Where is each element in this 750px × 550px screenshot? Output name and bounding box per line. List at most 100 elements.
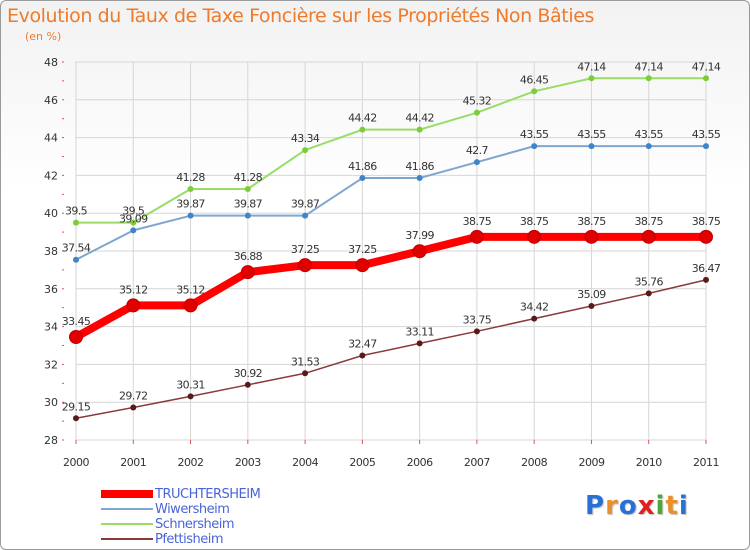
data-point [699,229,713,244]
data-point [73,256,79,263]
data-label: 38.75 [577,215,606,228]
data-point [473,328,480,335]
x-tick-label: 2003 [235,456,261,469]
data-label: 43.55 [577,128,606,141]
data-point [473,159,480,166]
data-point [641,229,656,244]
x-tick-label: 2006 [407,456,433,469]
data-point [703,75,709,82]
logo-letter: o [618,491,638,521]
x-tick-label: 2007 [464,456,490,469]
legend-label: Wiwersheim [155,502,230,517]
data-label: 44.42 [348,112,377,125]
x-tick-label: 2009 [578,456,604,469]
data-label: 35.12 [176,283,205,296]
data-point [588,302,595,309]
logo-letter: i [655,491,666,521]
data-point [703,143,709,150]
data-label: 29.72 [119,389,148,402]
legend-swatch [101,490,153,498]
data-point [588,143,595,150]
data-point [531,143,538,150]
data-point [130,219,137,226]
series-line-pfettisheim [75,279,707,420]
data-point [588,75,595,82]
data-point [359,352,366,359]
data-label: 37.99 [405,229,434,242]
x-tick-label: 2010 [636,456,662,469]
y-tick-label: 36 [44,283,58,296]
data-label: 36.88 [234,250,263,263]
data-point [645,75,652,82]
data-point [183,298,198,313]
series-line-truchtersheim [72,232,710,341]
data-label: 35.09 [577,288,606,301]
data-label: 34.42 [520,301,549,314]
proxiti-logo: Proxiti [585,491,689,521]
data-label: 43.55 [692,128,721,141]
x-tick-label: 2004 [292,456,318,469]
data-point [584,229,599,244]
data-label: 37.25 [291,243,320,256]
x-tick-label: 2001 [120,456,146,469]
data-point [244,381,251,388]
data-label: 33.45 [62,315,91,328]
data-point [187,212,194,219]
data-point [412,244,427,259]
y-tick-label: 38 [44,245,58,258]
data-point [703,276,709,283]
x-tick-label: 2008 [521,456,547,469]
data-label: 36.47 [692,262,721,275]
data-label: 42.7 [466,144,489,157]
data-point [244,212,251,219]
data-point [416,126,423,133]
legend-label: TRUCHTERSHEIM [155,487,261,502]
x-tick-label: 2011 [693,456,719,469]
data-point [126,298,141,313]
data-label: 39.87 [291,198,320,211]
x-tick-label: 2000 [63,456,89,469]
data-label: 39.87 [176,198,205,211]
data-label: 35.12 [119,283,148,296]
data-point [302,370,309,377]
data-label: 39.87 [234,198,263,211]
series-line-schnersheim [75,77,707,224]
logo-letter: i [678,491,689,521]
data-point [531,315,538,322]
data-label: 44.42 [405,112,434,125]
data-label: 41.28 [234,171,263,184]
data-label: 33.11 [405,325,434,338]
data-label: 39.09 [119,212,148,225]
data-label: 47.14 [577,60,606,73]
data-point [298,258,313,273]
y-tick-label: 46 [44,94,58,107]
y-tick-label: 42 [44,169,58,182]
data-label: 43.34 [291,132,320,145]
data-label: 37.25 [348,243,377,256]
data-label: 30.92 [234,367,263,380]
data-label: 38.75 [634,215,663,228]
data-point [130,404,137,411]
y-tick-label: 32 [44,358,58,371]
data-point [645,143,652,150]
legend-label: Schnersheim [155,517,235,532]
data-label: 46.45 [520,73,549,86]
data-point [187,393,194,400]
data-point [73,219,79,226]
data-point [130,227,137,234]
data-point [416,340,423,347]
legend-swatch [101,508,153,510]
data-point [645,290,652,297]
data-point [73,415,79,422]
y-tick-label: 44 [44,132,58,145]
data-label: 32.47 [348,338,377,351]
data-label: 35.76 [634,275,663,288]
y-tick-label: 30 [44,396,58,409]
data-label: 39.5 [122,205,145,218]
chart-title: Evolution du Taux de Taxe Foncière sur l… [7,5,595,27]
data-point [473,109,480,116]
data-point [69,329,83,344]
legend-label: Pfettisheim [155,532,224,547]
data-point [244,186,251,193]
